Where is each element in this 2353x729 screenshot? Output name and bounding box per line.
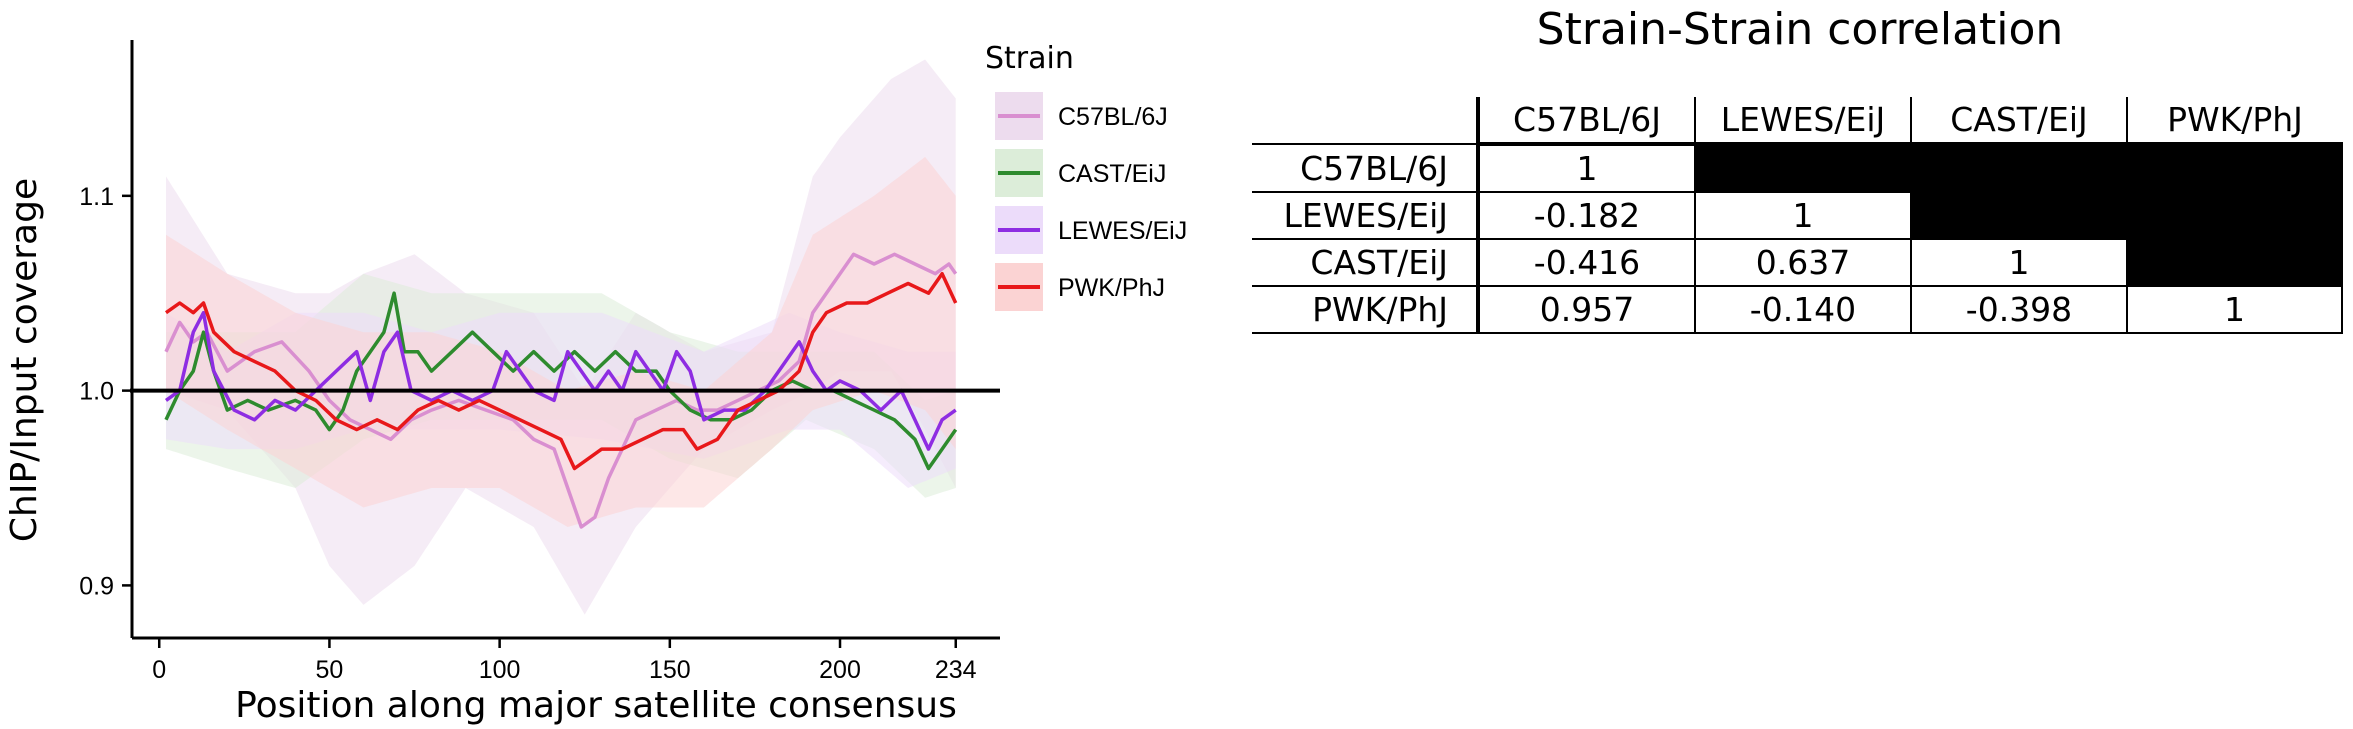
table-cell-empty — [2126, 238, 2343, 287]
table-cell: -0.140 — [1694, 285, 1912, 334]
bands-layer — [166, 59, 956, 615]
series-line-lewes-eij — [164, 310, 957, 451]
line-chart: 0 50 100 150 200 234 0.9 1.0 1.1 Position along… — [4, 40, 1187, 726]
y-axis-label: ChIP/Input coverage — [4, 178, 45, 542]
correlation-table: C57BL/6J LEWES/EiJ CAST/EiJ PWK/PhJ C57B… — [1252, 97, 2343, 334]
series-line-c57bl-6j — [164, 252, 958, 529]
table-cell: -0.416 — [1477, 238, 1696, 287]
row-header: C57BL/6J — [1252, 143, 1480, 193]
table-cell: 1 — [1477, 143, 1696, 193]
column-header: LEWES/EiJ — [1694, 97, 1912, 146]
table-cell: 1 — [1694, 191, 1912, 240]
table-row: PWK/PhJ 0.957 -0.140 -0.398 1 — [1252, 285, 2343, 334]
x-tick-label: 234 — [935, 656, 977, 684]
lines-layer — [164, 252, 958, 529]
y-tick-label: 1.1 — [79, 183, 114, 211]
table-corner — [1252, 97, 1480, 144]
x-ticks: 0 50 100 150 200 234 — [152, 638, 977, 684]
series-line-pwk-phj — [164, 271, 958, 471]
table-cell-empty — [2126, 191, 2343, 240]
table-row: C57BL/6J 1 — [1252, 143, 2343, 193]
row-header: CAST/EiJ — [1252, 238, 1480, 287]
x-tick-label: 50 — [316, 656, 344, 684]
table-cell-empty — [1910, 143, 2128, 193]
y-tick-label: 1.0 — [79, 378, 114, 406]
table-header-row: C57BL/6J LEWES/EiJ CAST/EiJ PWK/PhJ — [1252, 97, 2342, 146]
x-axis-label: Position along major satellite consensus — [235, 685, 957, 726]
column-header: PWK/PhJ — [2126, 97, 2342, 146]
table-cell: 1 — [2126, 285, 2343, 334]
x-tick-label: 200 — [819, 656, 861, 684]
table-title: Strain-Strain correlation — [1536, 4, 2064, 55]
table-cell-empty — [1694, 143, 1912, 193]
y-ticks: 0.9 1.0 1.1 — [79, 183, 132, 600]
legend-label: LEWES/EiJ — [1058, 217, 1187, 245]
row-header: LEWES/EiJ — [1252, 191, 1480, 240]
table-cell: 0.637 — [1694, 238, 1912, 287]
legend-label: PWK/PhJ — [1058, 274, 1165, 302]
legend-title: Strain — [985, 41, 1074, 76]
legend-label: C57BL/6J — [1058, 103, 1168, 131]
legend-label: CAST/EiJ — [1058, 160, 1166, 188]
table-cell: 1 — [1910, 238, 2128, 287]
column-header: C57BL/6J — [1477, 97, 1696, 146]
x-tick-label: 100 — [479, 656, 521, 684]
table-cell: 0.957 — [1477, 285, 1696, 334]
legend: Strain C57BL/6J CAST/EiJ LEWES/EiJ PWK/PhJ — [985, 41, 1187, 311]
table-cell-empty — [1910, 191, 2128, 240]
x-tick-label: 0 — [152, 656, 166, 684]
x-tick-label: 150 — [649, 656, 691, 684]
table-cell: -0.182 — [1477, 191, 1696, 240]
y-tick-label: 0.9 — [79, 572, 114, 600]
table-row: LEWES/EiJ -0.182 1 — [1252, 191, 2343, 240]
column-header: CAST/EiJ — [1910, 97, 2128, 146]
row-header: PWK/PhJ — [1252, 285, 1480, 334]
band-pwk-phj — [166, 156, 956, 527]
table-cell: -0.398 — [1910, 285, 2128, 334]
table-row: CAST/EiJ -0.416 0.637 1 — [1252, 238, 2343, 287]
table-cell-empty — [2126, 143, 2343, 193]
